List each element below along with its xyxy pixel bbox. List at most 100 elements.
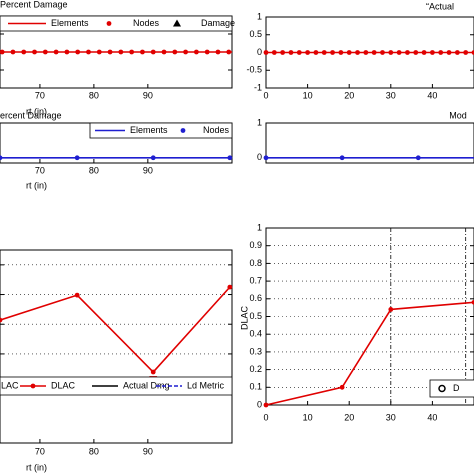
- x-tick-label: 0: [263, 412, 268, 422]
- x-tick-label: 70: [35, 90, 45, 100]
- data-point: [263, 155, 269, 161]
- data-point: [118, 49, 124, 55]
- data-point: [438, 50, 444, 55]
- data-point: [107, 49, 113, 55]
- legend-label: Nodes: [133, 18, 160, 28]
- legend-box: [0, 15, 233, 32]
- legend-box: [89, 122, 233, 139]
- x-tick-label: 70: [35, 165, 45, 175]
- y-tick-label: 0.8: [249, 258, 262, 268]
- data-point: [96, 49, 102, 55]
- y-tick-label: 0: [257, 152, 262, 162]
- data-point: [74, 292, 80, 298]
- data-point: [339, 155, 345, 161]
- chart-title: Mod: [449, 110, 467, 120]
- x-tick-label: 0: [263, 90, 268, 100]
- data-point: [86, 49, 91, 55]
- chart-title: ercent Damage: [0, 110, 62, 120]
- data-point: [226, 49, 232, 55]
- data-point: [32, 49, 37, 55]
- x-tick-label: 90: [143, 90, 153, 100]
- data-point: [21, 49, 27, 55]
- data-point: [271, 50, 277, 55]
- x-axis-label: rt (in): [26, 106, 47, 116]
- x-tick-label: 90: [143, 165, 153, 175]
- x-tick-label: 70: [35, 446, 45, 456]
- data-point: [75, 49, 81, 55]
- data-point: [150, 49, 156, 55]
- y-tick-label: 1: [257, 222, 262, 232]
- legend-marker: [438, 384, 446, 393]
- data-point: [150, 369, 156, 375]
- x-tick-label: 20: [344, 412, 354, 422]
- x-tick-label: 80: [89, 165, 99, 175]
- data-point: [288, 50, 294, 55]
- data-point: [10, 49, 16, 55]
- y-tick-label: 0.1: [249, 382, 262, 392]
- y-tick-label: 0.3: [249, 346, 262, 356]
- data-point: [183, 49, 189, 55]
- data-point: [446, 50, 452, 55]
- legend-marker: [180, 128, 186, 133]
- y-tick-label: -1: [254, 82, 262, 92]
- data-point: [296, 50, 302, 55]
- data-point: [330, 50, 335, 55]
- legend-label: Elements: [51, 18, 89, 28]
- data-point: [74, 155, 80, 161]
- y-tick-label: -0.5: [246, 65, 262, 75]
- data-point: [64, 49, 70, 55]
- series-line: [0, 286, 231, 374]
- legend-marker: [106, 21, 112, 26]
- y-tick-label: 0.7: [249, 275, 262, 285]
- data-point: [140, 49, 145, 55]
- data-point: [380, 50, 385, 55]
- data-point: [305, 50, 310, 55]
- x-tick-label: 40: [427, 90, 437, 100]
- data-point: [363, 50, 369, 55]
- data-point: [413, 50, 419, 55]
- data-point: [0, 317, 3, 323]
- data-point: [454, 50, 460, 55]
- x-tick-label: 40: [427, 412, 437, 422]
- legend-marker: [173, 19, 181, 27]
- legend-label: Damage: [201, 18, 235, 28]
- data-point: [396, 50, 402, 55]
- data-point: [42, 49, 48, 55]
- data-point: [0, 155, 3, 161]
- data-point: [227, 284, 233, 290]
- y-tick-label: 0.5: [249, 311, 262, 321]
- data-point: [313, 50, 319, 55]
- data-point: [471, 299, 474, 305]
- y-tick-label: 0.9: [249, 240, 262, 250]
- legend-label: LAC: [1, 380, 19, 390]
- data-point: [463, 50, 469, 55]
- series-line: [265, 301, 474, 406]
- x-tick-label: 80: [89, 90, 99, 100]
- data-point: [388, 50, 394, 55]
- x-tick-label: 10: [303, 412, 313, 422]
- data-point: [371, 50, 377, 55]
- data-point: [0, 49, 5, 55]
- y-axis-label: DLAC: [239, 306, 249, 331]
- legend-label: Elements: [130, 125, 168, 135]
- x-tick-label: 90: [143, 446, 153, 456]
- data-point: [415, 155, 421, 161]
- data-point: [193, 49, 199, 55]
- data-point: [339, 384, 345, 390]
- legend-label: Actual Dmg: [123, 380, 170, 390]
- y-tick-label: 0.2: [249, 364, 262, 374]
- data-point: [346, 50, 352, 55]
- x-tick-label: 80: [89, 446, 99, 456]
- data-point: [204, 49, 210, 55]
- x-axis-label: rt (in): [26, 462, 47, 472]
- data-point: [227, 155, 233, 161]
- data-point: [263, 402, 269, 408]
- axes-frame: [0, 249, 233, 444]
- legend-label: DLAC: [51, 380, 76, 390]
- legend-label: Ld Metric: [187, 380, 225, 390]
- data-point: [338, 50, 344, 55]
- data-point: [263, 50, 269, 55]
- data-point: [321, 50, 327, 55]
- chart-title: Percent Damage: [0, 0, 68, 9]
- x-axis-label: rt (in): [26, 180, 47, 190]
